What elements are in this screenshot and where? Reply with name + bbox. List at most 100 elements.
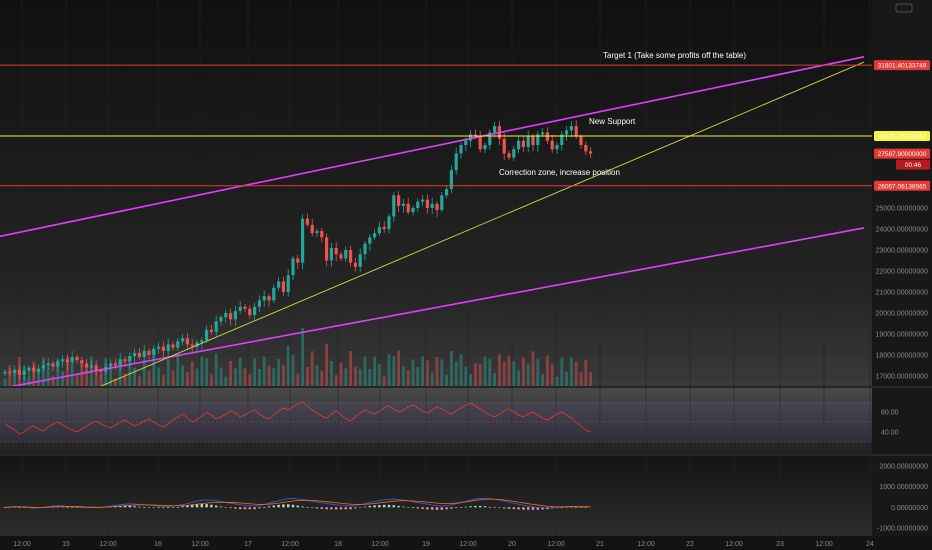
macd-histogram-bar	[536, 507, 539, 510]
volume-bar	[75, 374, 79, 386]
volume-bar	[315, 365, 319, 386]
candle-body	[142, 350, 146, 358]
chart-settings-button[interactable]	[895, 3, 913, 13]
candle-body	[541, 132, 545, 135]
macd-histogram-bar	[75, 507, 79, 508]
macd-panel[interactable]	[3, 497, 591, 510]
time-axis[interactable]: 12:00 15 12:00 16 12:00 17 12:00 18 12:00 19 12:00…	[13, 541, 874, 548]
price-level-label: 27587.90000000	[878, 151, 927, 158]
volume-bar	[85, 368, 88, 386]
volume-bar	[152, 355, 156, 386]
volume-bar	[392, 356, 396, 386]
macd-histogram-bar	[191, 504, 194, 508]
candle-body	[488, 132, 492, 145]
volume-bar	[526, 363, 530, 386]
macd-histogram-bar	[215, 505, 218, 508]
oscillator-panel[interactable]	[0, 401, 872, 443]
oscillator-panel-bg	[0, 388, 872, 454]
candle-body	[75, 357, 79, 361]
price-level-label: 31801.40133749	[878, 63, 927, 70]
volume-bar	[430, 372, 434, 386]
macd-histogram-bar	[368, 505, 371, 508]
volume-bar	[358, 369, 362, 386]
price-tick-label: 19000.00000000	[875, 332, 928, 339]
time-tick-label: 23	[776, 541, 784, 548]
candle-body	[291, 258, 295, 276]
macd-histogram-bar	[267, 506, 271, 508]
candle-body	[464, 140, 468, 145]
macd-histogram-bar	[224, 507, 227, 508]
candle-body	[41, 365, 45, 369]
volume-bar	[138, 375, 141, 386]
annotation-target[interactable]: Target 1 (Take some profits off the tabl…	[603, 51, 746, 60]
macd-histogram-bar	[493, 507, 496, 508]
price-axis-bg	[872, 0, 932, 536]
candle-body	[545, 132, 549, 141]
macd-histogram-bar	[349, 507, 352, 510]
volume-bar	[200, 356, 204, 386]
volume-bar	[474, 363, 477, 386]
volume-bar	[498, 354, 501, 386]
macd-histogram-bar	[23, 507, 26, 508]
macd-histogram-bar	[392, 505, 395, 508]
volume-bar	[464, 366, 468, 386]
volume-bar	[310, 351, 314, 386]
macd-histogram-bar	[383, 504, 386, 508]
time-tick-label: 12:00	[459, 541, 477, 548]
price-tick-label: 23000.00000000	[875, 248, 928, 255]
trendlines[interactable]	[0, 56, 865, 389]
price-axis[interactable]: 17000.00000000 18000.00000000 19000.000000…	[875, 206, 928, 381]
volume-bar	[195, 368, 199, 386]
volume-bar	[560, 357, 564, 386]
volume-bar	[253, 358, 256, 386]
candle-body	[296, 258, 300, 263]
volume-bar	[459, 354, 463, 386]
volume-bar	[339, 362, 343, 386]
candle-body	[27, 367, 31, 371]
macd-histogram-bar	[330, 507, 333, 510]
macd-histogram-bar	[71, 507, 74, 508]
macd-histogram-bar	[143, 507, 146, 508]
macd-histogram-bar	[488, 506, 491, 508]
macd-histogram-bar	[167, 507, 170, 509]
macd-histogram-bar	[186, 505, 189, 508]
volume-bar	[416, 367, 420, 386]
candle-body	[440, 195, 444, 211]
macd-histogram-bar	[459, 507, 463, 508]
volume-bar	[147, 370, 151, 386]
candle-body	[190, 344, 194, 347]
candle-body	[166, 344, 170, 351]
macd-histogram-bar	[301, 506, 304, 508]
volume-bar	[301, 328, 304, 386]
volume-bar	[579, 372, 583, 386]
macd-histogram-bar	[258, 507, 261, 509]
candle-body	[253, 306, 257, 316]
volume-bar	[114, 378, 117, 386]
annotation-correction-zone[interactable]: Correction zone, increase position	[499, 168, 620, 177]
volume-bar	[248, 374, 252, 386]
annotation-new-support[interactable]: New Support	[589, 117, 636, 126]
volume-bar	[354, 366, 357, 386]
candle-body	[579, 136, 583, 145]
candle-body	[233, 310, 237, 320]
candle-body	[137, 352, 141, 358]
volume-bar	[123, 373, 127, 386]
macd-histogram-bar	[18, 507, 21, 508]
candle-body	[565, 130, 569, 135]
candle-body	[257, 300, 261, 307]
macd-histogram-bar	[579, 507, 583, 508]
candlesticks[interactable]	[3, 120, 593, 381]
macd-panel-bg	[0, 456, 872, 536]
candle-body	[3, 371, 7, 374]
candle-body	[17, 369, 21, 375]
macd-histogram-bar	[359, 507, 362, 508]
candle-body	[89, 365, 93, 368]
oscillator-tick-label: 60.00	[881, 410, 899, 417]
price-level-tag	[874, 180, 930, 191]
volume-bar	[296, 373, 300, 386]
macd-histogram-bar	[339, 507, 343, 510]
macd-tick-label: 1000.00000000	[879, 484, 928, 491]
horizontal-levels[interactable]	[0, 64, 872, 187]
candle-body	[363, 243, 367, 255]
